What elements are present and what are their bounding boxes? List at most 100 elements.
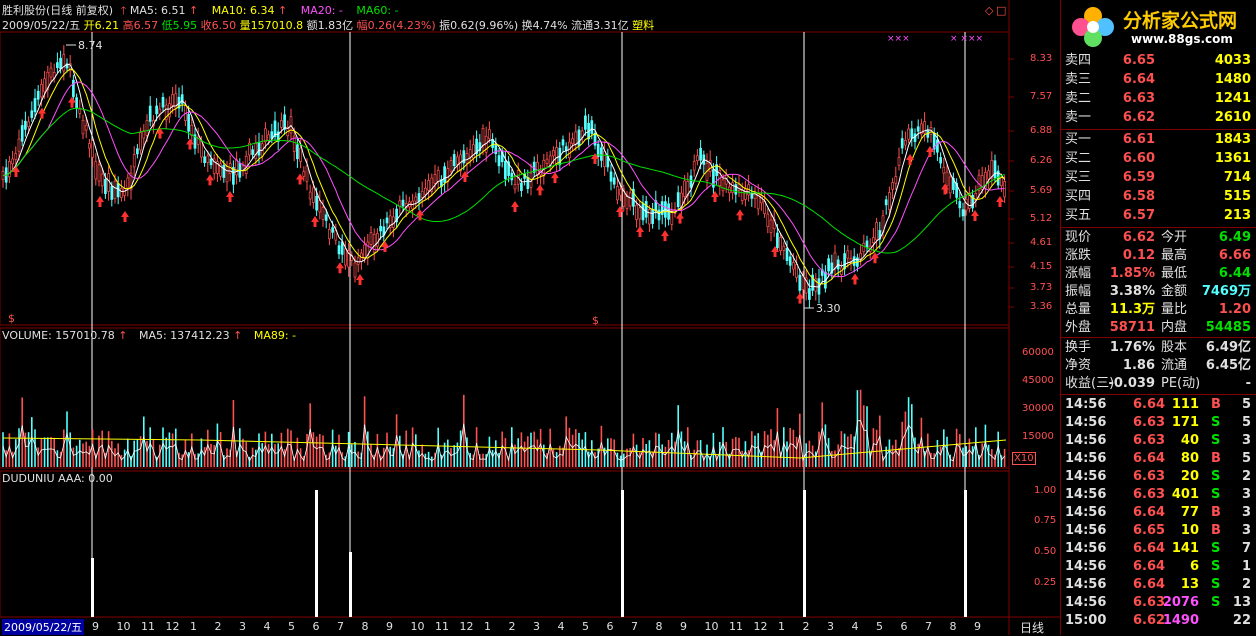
bottom-tick: 12 (165, 620, 180, 633)
tick-row[interactable]: 14:56 6.64 80 B 5 (1063, 450, 1255, 468)
tick-row[interactable]: 14:56 6.63 2076 S 13 (1063, 594, 1255, 612)
tick-volume: 141 (1171, 541, 1199, 556)
quote-value: 6.44 (1218, 266, 1251, 281)
tick-row[interactable]: 14:56 6.63 171 S 5 (1063, 414, 1255, 432)
tick-time: 14:56 (1065, 595, 1107, 610)
square-icon[interactable]: □ (996, 4, 1006, 17)
ask-row[interactable]: 卖一 6.62 2610 (1063, 109, 1255, 127)
tick-volume: 10 (1180, 523, 1199, 538)
bid-row[interactable]: 买五 6.57 213 (1063, 207, 1255, 225)
ask-row[interactable]: 卖三 6.64 1480 (1063, 71, 1255, 89)
tick-row[interactable]: 14:56 6.64 6 S 1 (1063, 558, 1255, 576)
bid-price: 6.57 (1122, 208, 1155, 223)
quote-value: 0.12 (1122, 248, 1155, 263)
tick-time: 14:56 (1065, 559, 1107, 574)
quote-row[interactable]: 现价 6.62 今开 6.49 (1063, 229, 1255, 247)
tick-row[interactable]: 14:56 6.64 77 B 3 (1063, 504, 1255, 522)
price-tick: 6.88 (1030, 125, 1053, 136)
bar-change: 幅0.26(4.23%) (356, 19, 436, 32)
header-line-2: 2009/05/22/五 开6.21 高6.57 低5.95 收6.50 量15… (2, 17, 654, 33)
header-line-1: 胜利股份(日线 前复权) 🡑 MA5: 6.51 ↑ MA10: 6.34 ↑ … (2, 2, 399, 21)
tick-row[interactable]: 14:56 6.64 141 S 7 (1063, 540, 1255, 558)
quote-value: 1.76% (1109, 340, 1155, 355)
volume-ma89: MA89: - (253, 329, 297, 342)
quote-row[interactable]: 收益(三) -0.039 PE(动) - (1063, 375, 1255, 393)
tick-volume: 111 (1171, 397, 1199, 412)
ask-row[interactable]: 卖二 6.63 1241 (1063, 90, 1255, 108)
tick-side: B (1211, 523, 1221, 538)
quote-row[interactable]: 涨跌 0.12 最高 6.66 (1063, 247, 1255, 265)
bid-price: 6.61 (1122, 132, 1155, 147)
quote-value: -0.039 (1108, 376, 1155, 391)
book-separator (1061, 129, 1256, 130)
bid-row[interactable]: 买三 6.59 714 (1063, 169, 1255, 187)
volume-ma5: MA5: 137412.23 (138, 329, 230, 342)
quote-label: 股本 (1161, 340, 1188, 355)
tick-time: 14:56 (1065, 523, 1107, 538)
tick-price: 6.64 (1133, 451, 1166, 466)
tick-count: 3 (1241, 487, 1251, 502)
tick-side: S (1211, 595, 1221, 610)
bottom-tick: 5 (876, 620, 883, 633)
kline-chart[interactable]: ◇ □ 8.74 3.30 $ $ ××× × ××× (0, 0, 1060, 635)
tick-side: B (1211, 451, 1221, 466)
diamond-icon[interactable]: ◇ (985, 4, 994, 17)
quote-row[interactable]: 净资 1.86 流通 6.45亿 (1063, 357, 1255, 375)
tick-volume: 40 (1180, 433, 1199, 448)
quote-label: 今开 (1161, 230, 1188, 245)
tick-time: 14:56 (1065, 469, 1107, 484)
bottom-tick: 4 (557, 620, 565, 633)
tick-time: 14:56 (1065, 505, 1107, 520)
bar-amount: 额1.83亿 (306, 19, 354, 32)
quote-row[interactable]: 涨幅 1.85% 最低 6.44 (1063, 265, 1255, 283)
bottom-tick: 1 (484, 620, 491, 633)
bottom-tick: 10 (116, 620, 131, 633)
ask-row[interactable]: 卖四 6.65 4033 (1063, 52, 1255, 70)
quote-row[interactable]: 外盘 58711 内盘 54485 (1063, 319, 1255, 337)
bottom-tick: 1 (778, 620, 785, 633)
tick-volume: 13 (1180, 577, 1199, 592)
quote-label: 外盘 (1065, 320, 1092, 335)
tick-price: 6.64 (1133, 541, 1166, 556)
bid-volume: 714 (1223, 170, 1251, 185)
bid-volume: 1843 (1214, 132, 1251, 147)
tick-row[interactable]: 14:56 6.63 40 S 3 (1063, 432, 1255, 450)
bottom-tick: 8 (949, 620, 957, 633)
ma5-arrow-icon: 🡑 (120, 4, 127, 17)
quote-separator (1061, 227, 1256, 228)
volume-bars (2, 389, 1007, 467)
tick-row[interactable]: 14:56 6.63 401 S 3 (1063, 486, 1255, 504)
bottom-date: 2009/05/22/五 (2, 619, 85, 635)
quote-row[interactable]: 总量 11.3万 量比 1.20 (1063, 301, 1255, 319)
tick-price: 6.62 (1133, 613, 1166, 628)
chart-area[interactable]: ◇ □ 8.74 3.30 $ $ ××× × ××× 胜利股份(日线 前复权)… (0, 0, 1060, 635)
ask-volume: 4033 (1214, 53, 1251, 68)
price-tick: 8.33 (1030, 53, 1053, 64)
tick-time: 14:56 (1065, 397, 1107, 412)
bottom-tick: 3 (827, 620, 834, 633)
tick-row[interactable]: 14:56 6.65 10 B 3 (1063, 522, 1255, 540)
bid-row[interactable]: 买四 6.58 515 (1063, 188, 1255, 206)
tick-row[interactable]: 14:56 6.64 111 B 5 (1063, 396, 1255, 414)
bid-row[interactable]: 买一 6.61 1843 (1063, 131, 1255, 149)
volume-up-icon: ↑ (118, 329, 128, 342)
tick-price: 6.64 (1133, 577, 1166, 592)
quote-row[interactable]: 换手 1.76% 股本 6.49亿 (1063, 339, 1255, 357)
ask-price: 6.62 (1122, 110, 1155, 125)
quote-row[interactable]: 振幅 3.38% 金额 7469万 (1063, 283, 1255, 301)
tick-volume: 171 (1171, 415, 1199, 430)
price-tick: 4.15 (1030, 261, 1053, 272)
price-tick: 6.26 (1030, 155, 1053, 166)
bottom-tick: 6 (312, 620, 320, 633)
period-label[interactable]: 日线 (1020, 621, 1045, 635)
tick-row[interactable]: 15:00 6.62 1490 22 (1063, 612, 1255, 630)
bottom-tick: 11 (729, 620, 743, 633)
bar-open: 开6.21 (83, 19, 120, 32)
x-marks-1: ××× (887, 34, 910, 44)
tick-row[interactable]: 14:56 6.63 20 S 2 (1063, 468, 1255, 486)
bottom-tick: 4 (851, 620, 859, 633)
bid-row[interactable]: 买二 6.60 1361 (1063, 150, 1255, 168)
bottom-tick: 11 (141, 620, 155, 633)
dollar-mark-1: $ (8, 312, 15, 325)
tick-row[interactable]: 14:56 6.64 13 S 2 (1063, 576, 1255, 594)
